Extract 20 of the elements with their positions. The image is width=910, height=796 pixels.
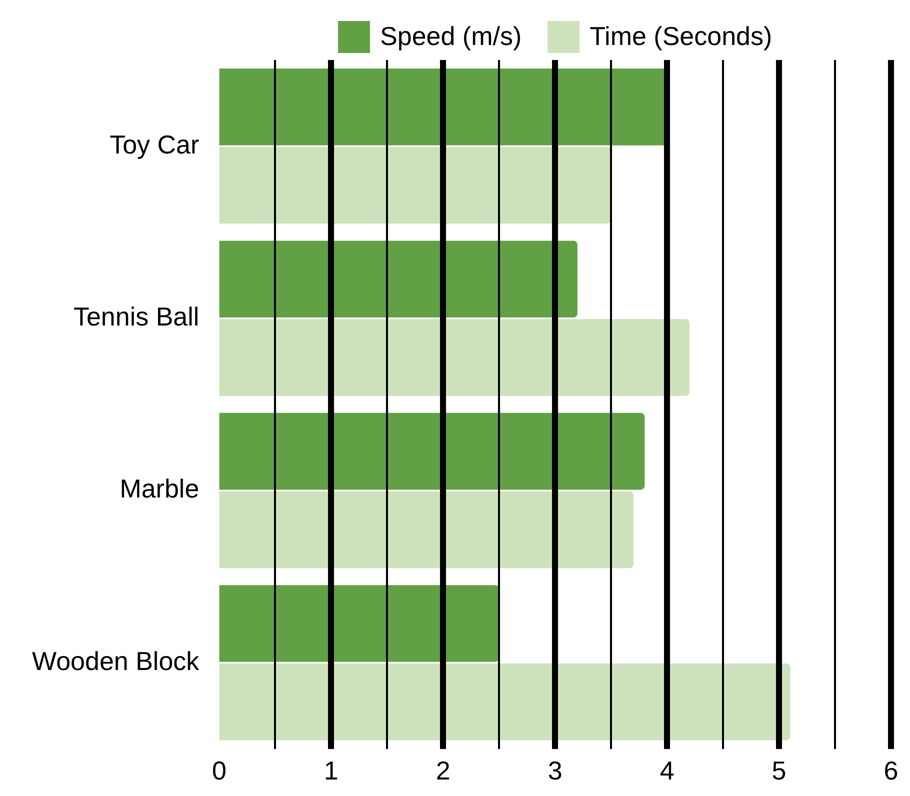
bar <box>219 491 634 568</box>
bar <box>219 319 690 396</box>
x-tick-label: 2 <box>436 756 450 786</box>
y-tick-label: Marble <box>120 474 200 504</box>
x-tick-label: 3 <box>548 756 562 786</box>
bar <box>219 585 500 662</box>
bar <box>219 663 790 740</box>
x-tick-label: 0 <box>212 756 226 786</box>
x-tick-label: 6 <box>884 756 898 786</box>
bar <box>219 146 612 224</box>
bar <box>219 240 578 318</box>
legend-label: Time (Seconds) <box>590 21 772 52</box>
y-tick-label: Wooden Block <box>32 646 200 676</box>
legend-label: Speed (m/s) <box>380 21 522 52</box>
y-tick-label: Tennis Ball <box>73 301 200 332</box>
x-tick-label: 5 <box>772 756 786 786</box>
x-tick-label: 4 <box>660 756 674 786</box>
y-tick-label: Toy Car <box>110 129 200 160</box>
x-tick-label: 1 <box>324 756 338 786</box>
bar <box>219 412 645 490</box>
